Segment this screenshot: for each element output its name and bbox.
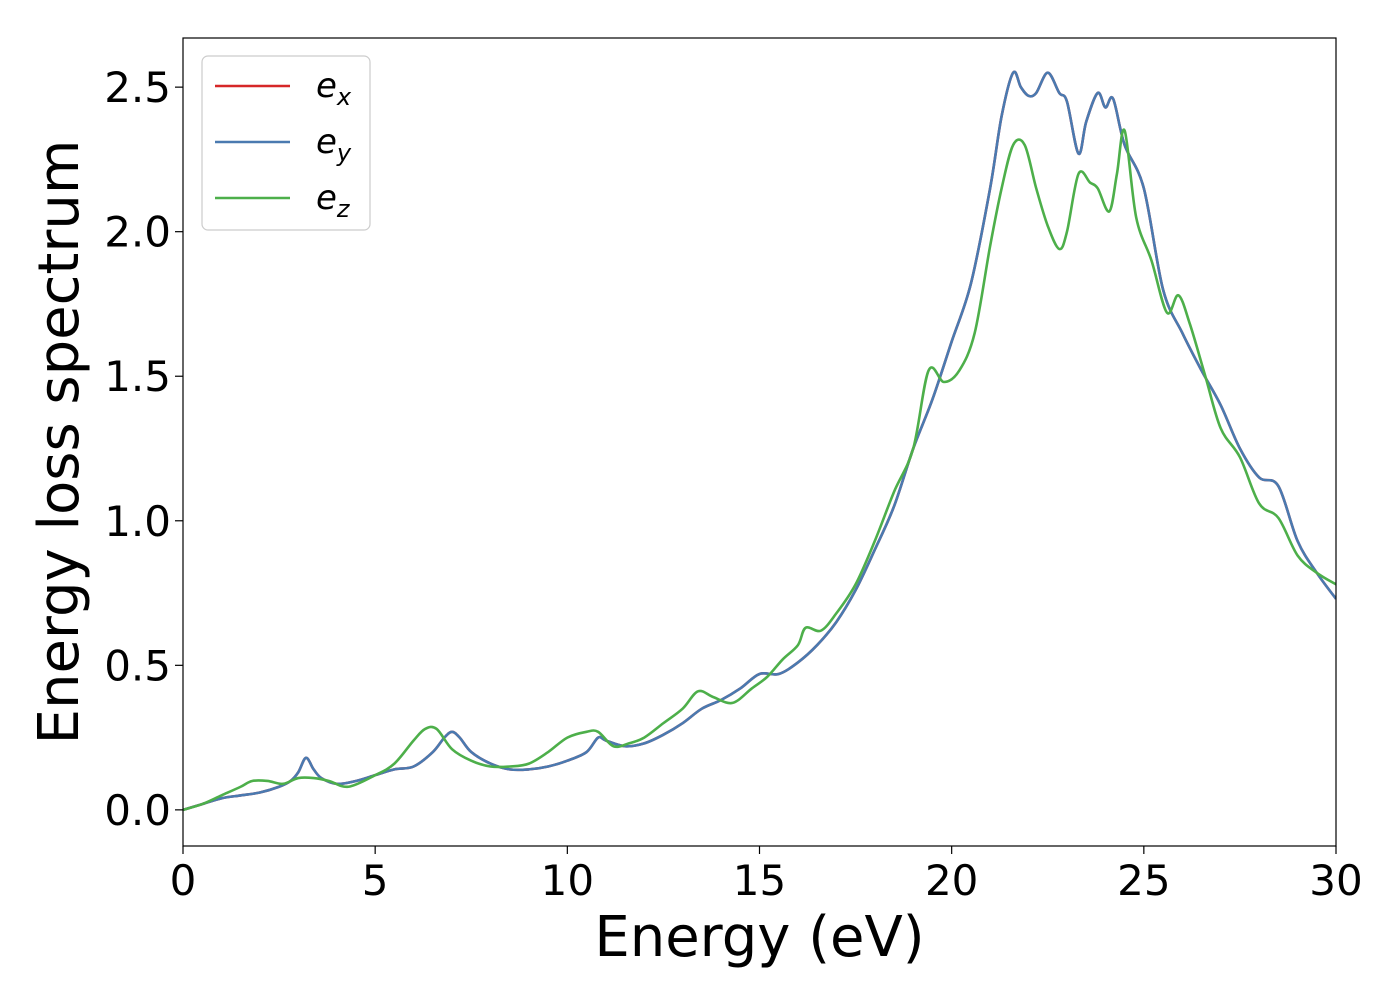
x-tick-label: 10 bbox=[541, 856, 594, 905]
y-tick-label: 2.0 bbox=[104, 208, 171, 257]
y-tick-label: 2.5 bbox=[104, 63, 171, 112]
x-tick-label: 30 bbox=[1309, 856, 1362, 905]
y-axis-label: Energy loss spectrum bbox=[27, 140, 92, 745]
y-tick-label: 1.5 bbox=[104, 352, 171, 401]
y-tick-label: 1.0 bbox=[104, 497, 171, 546]
series-line-ey bbox=[183, 70, 1336, 812]
y-axis: 0.0 0.5 1.0 1.5 2.0 2.5 bbox=[104, 63, 183, 835]
x-tick-label: 0 bbox=[170, 856, 197, 905]
series-layer bbox=[183, 70, 1336, 812]
x-axis: 0 5 10 15 20 25 30 bbox=[170, 846, 1363, 905]
x-tick-label: 15 bbox=[733, 856, 786, 905]
x-tick-label: 5 bbox=[362, 856, 389, 905]
x-axis-label: Energy (eV) bbox=[594, 905, 924, 970]
x-tick-label: 20 bbox=[925, 856, 978, 905]
y-tick-label: 0.0 bbox=[104, 786, 171, 835]
series-line-ez bbox=[183, 128, 1336, 812]
x-tick-label: 25 bbox=[1117, 856, 1170, 905]
y-tick-label: 0.5 bbox=[104, 641, 171, 690]
